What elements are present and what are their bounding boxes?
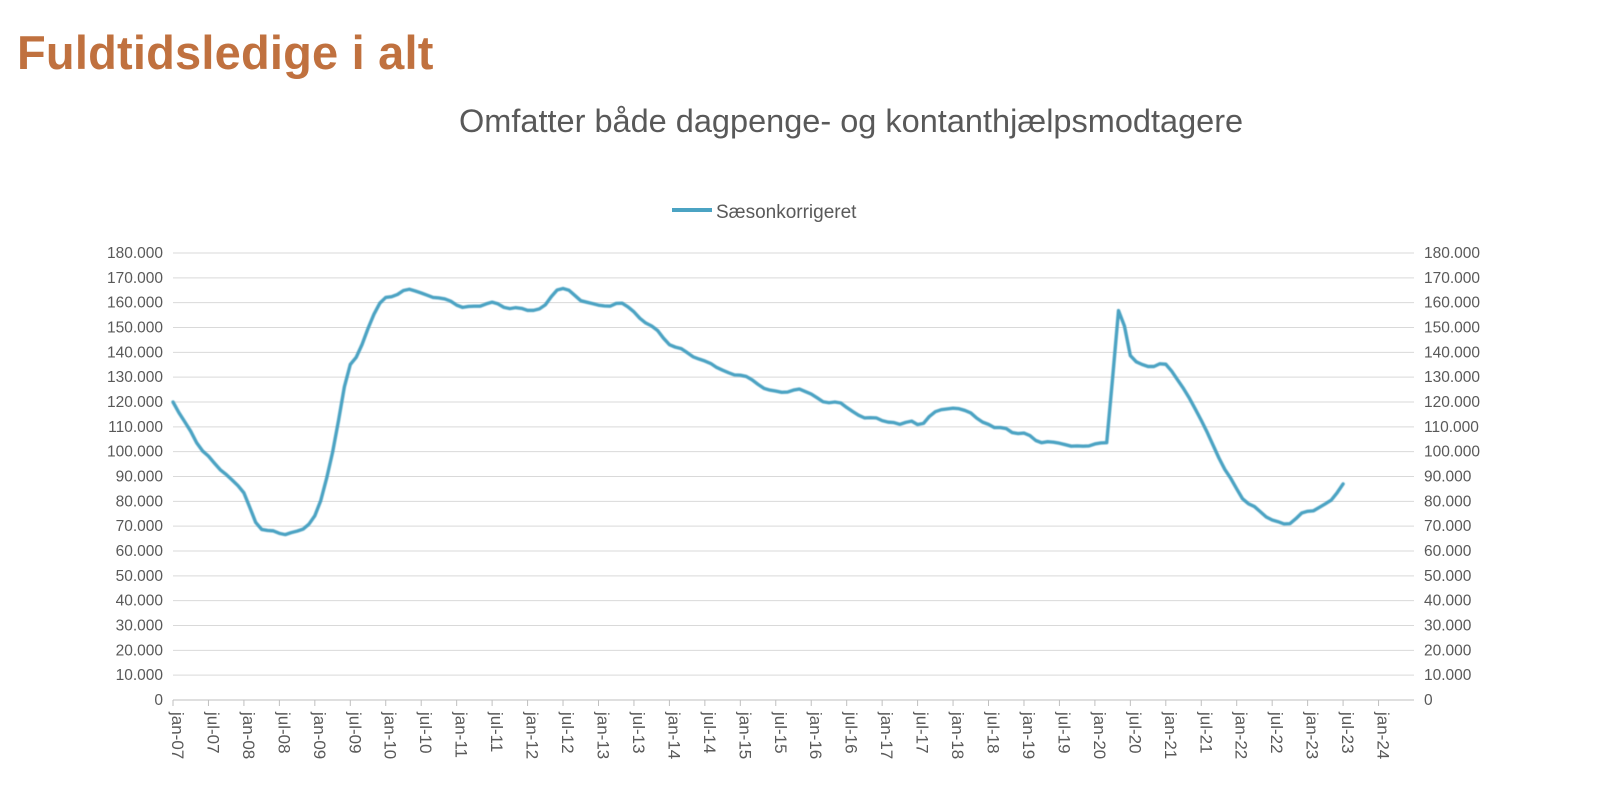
svg-text:130.000: 130.000 [107,369,163,386]
svg-text:jul-12: jul-12 [558,711,577,754]
svg-text:jan-17: jan-17 [877,711,896,759]
svg-text:110.000: 110.000 [1424,419,1479,436]
svg-text:10.000: 10.000 [116,667,164,684]
svg-text:jan-13: jan-13 [593,711,612,759]
svg-text:150.000: 150.000 [107,320,163,337]
svg-text:80.000: 80.000 [116,493,164,510]
svg-text:40.000: 40.000 [1424,593,1472,610]
svg-text:jan-11: jan-11 [452,711,471,758]
svg-text:jul-09: jul-09 [345,711,364,754]
svg-text:jul-17: jul-17 [913,711,932,754]
svg-text:jan-18: jan-18 [948,711,967,759]
svg-text:70.000: 70.000 [1424,518,1472,535]
svg-text:90.000: 90.000 [1424,469,1472,486]
svg-text:jan-07: jan-07 [168,711,187,759]
svg-text:60.000: 60.000 [116,543,164,560]
svg-text:30.000: 30.000 [116,618,164,635]
svg-text:30.000: 30.000 [1424,618,1472,635]
svg-text:100.000: 100.000 [1424,444,1480,461]
svg-text:jul-21: jul-21 [1196,711,1215,754]
svg-text:40.000: 40.000 [116,593,164,610]
svg-text:jul-10: jul-10 [416,711,435,754]
svg-text:50.000: 50.000 [1424,568,1472,585]
svg-text:jan-09: jan-09 [310,711,329,759]
svg-text:100.000: 100.000 [107,444,163,461]
svg-text:110.000: 110.000 [108,419,163,436]
svg-text:jul-16: jul-16 [842,711,861,754]
svg-text:jul-18: jul-18 [984,711,1003,754]
svg-text:jan-23: jan-23 [1303,711,1322,759]
svg-text:jul-15: jul-15 [771,711,790,754]
svg-text:180.000: 180.000 [107,245,163,262]
svg-text:jan-22: jan-22 [1232,711,1251,759]
svg-text:140.000: 140.000 [107,344,163,361]
svg-text:10.000: 10.000 [1424,667,1472,684]
svg-text:120.000: 120.000 [107,394,163,411]
svg-text:jul-19: jul-19 [1054,711,1073,754]
svg-text:90.000: 90.000 [116,469,164,486]
svg-text:jul-22: jul-22 [1267,711,1286,754]
svg-text:70.000: 70.000 [116,518,164,535]
svg-text:jul-20: jul-20 [1125,711,1144,754]
svg-text:jul-11: jul-11 [487,711,506,752]
svg-text:120.000: 120.000 [1424,394,1480,411]
svg-text:jul-14: jul-14 [700,711,719,754]
svg-text:jan-10: jan-10 [381,711,400,759]
svg-text:20.000: 20.000 [116,642,164,659]
svg-text:0: 0 [154,692,163,709]
svg-text:jan-12: jan-12 [523,711,542,759]
svg-text:130.000: 130.000 [1424,369,1480,386]
svg-text:jan-19: jan-19 [1019,711,1038,759]
svg-text:jan-15: jan-15 [735,711,754,759]
svg-text:jul-13: jul-13 [629,711,648,754]
svg-text:0: 0 [1424,692,1433,709]
svg-text:170.000: 170.000 [107,270,163,287]
svg-text:jan-21: jan-21 [1161,711,1180,759]
svg-text:60.000: 60.000 [1424,543,1472,560]
svg-text:160.000: 160.000 [1424,295,1480,312]
svg-text:jan-20: jan-20 [1090,711,1109,759]
svg-text:150.000: 150.000 [1424,320,1480,337]
svg-text:jan-14: jan-14 [664,711,683,759]
svg-text:jul-23: jul-23 [1338,711,1357,754]
svg-text:jan-08: jan-08 [239,711,258,759]
svg-text:160.000: 160.000 [107,295,163,312]
svg-text:50.000: 50.000 [116,568,164,585]
svg-text:180.000: 180.000 [1424,245,1480,262]
svg-text:170.000: 170.000 [1424,270,1480,287]
svg-text:140.000: 140.000 [1424,344,1480,361]
svg-text:20.000: 20.000 [1424,642,1472,659]
svg-text:jan-24: jan-24 [1374,711,1393,759]
svg-text:80.000: 80.000 [1424,493,1472,510]
svg-text:jan-16: jan-16 [806,711,825,759]
svg-text:jul-08: jul-08 [274,711,293,754]
svg-text:jul-07: jul-07 [203,711,222,754]
